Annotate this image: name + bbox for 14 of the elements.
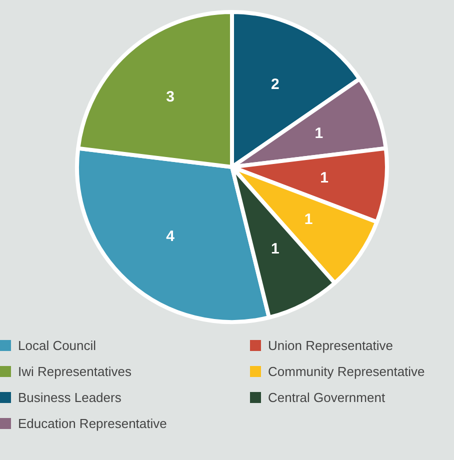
data-label: 4 <box>166 228 176 245</box>
legend-label: Central Government <box>268 390 386 404</box>
legend-label: Business Leaders <box>18 390 122 404</box>
data-label: 1 <box>320 169 328 186</box>
legend-label: Iwi Representatives <box>18 364 132 378</box>
legend-label: Union Representative <box>268 338 394 352</box>
legend-label: Community Representative <box>268 364 425 378</box>
data-label: 2 <box>271 76 280 93</box>
legend-label: Local Council <box>18 338 96 352</box>
data-label: 1 <box>271 240 280 258</box>
data-label: 3 <box>166 88 174 106</box>
data-label: 1 <box>314 125 324 142</box>
legend-label: Education Representative <box>18 416 167 430</box>
data-label: 1 <box>304 210 313 228</box>
